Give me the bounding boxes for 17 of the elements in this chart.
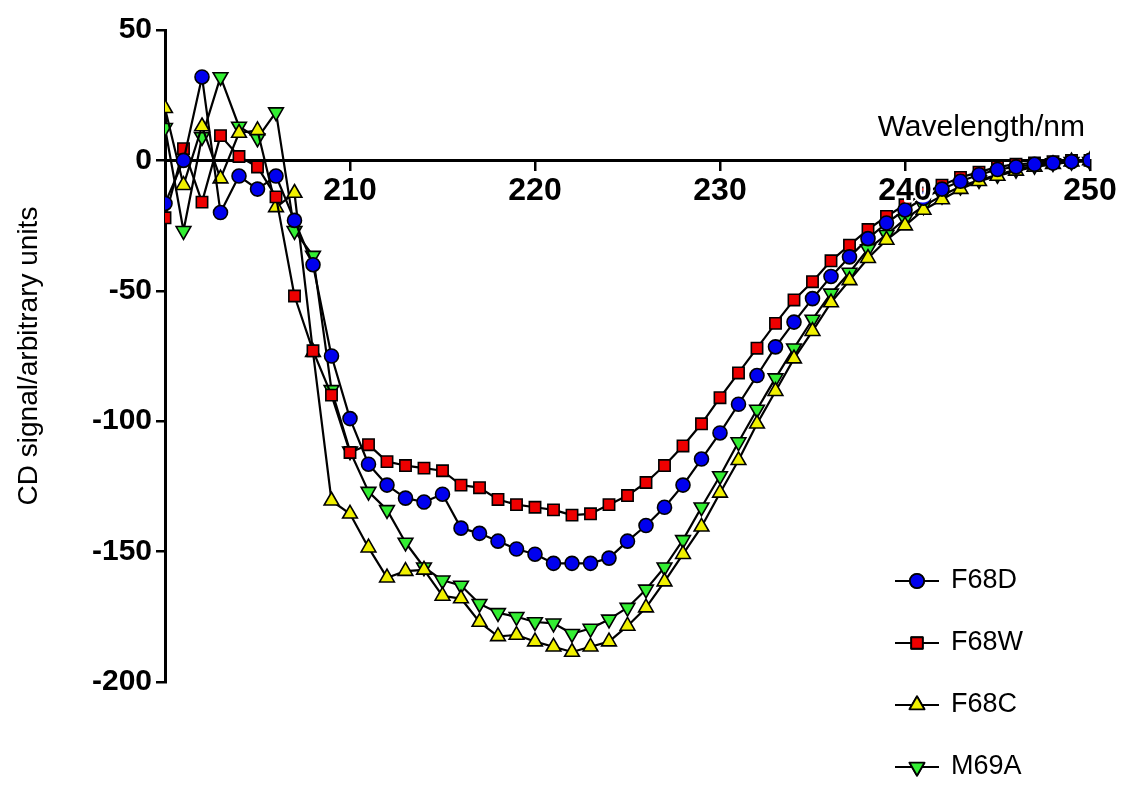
x-tick-label: 240 [878, 171, 932, 208]
x-tick-label: 250 [1063, 171, 1117, 208]
legend-label: F68W [951, 626, 1024, 657]
y-tick-label: -100 [91, 402, 152, 436]
legend-label: F68C [951, 688, 1018, 719]
x-tick-label: 220 [508, 171, 562, 208]
legend-label: F68D [951, 564, 1018, 595]
y-tick-label: -150 [91, 532, 152, 566]
x-tick-label: 230 [693, 171, 747, 208]
x-axis-title: Wavelength/nm [877, 108, 1085, 142]
x-tick-label: 210 [323, 171, 377, 208]
y-tick-label: -200 [91, 663, 152, 697]
y-tick-label: 0 [135, 141, 152, 175]
y-tick-label: -50 [108, 272, 152, 306]
y-axis-title: CD signal/arbitrary units [11, 206, 43, 506]
y-tick-label: 50 [118, 11, 152, 45]
legend-label: M69A [951, 750, 1022, 781]
